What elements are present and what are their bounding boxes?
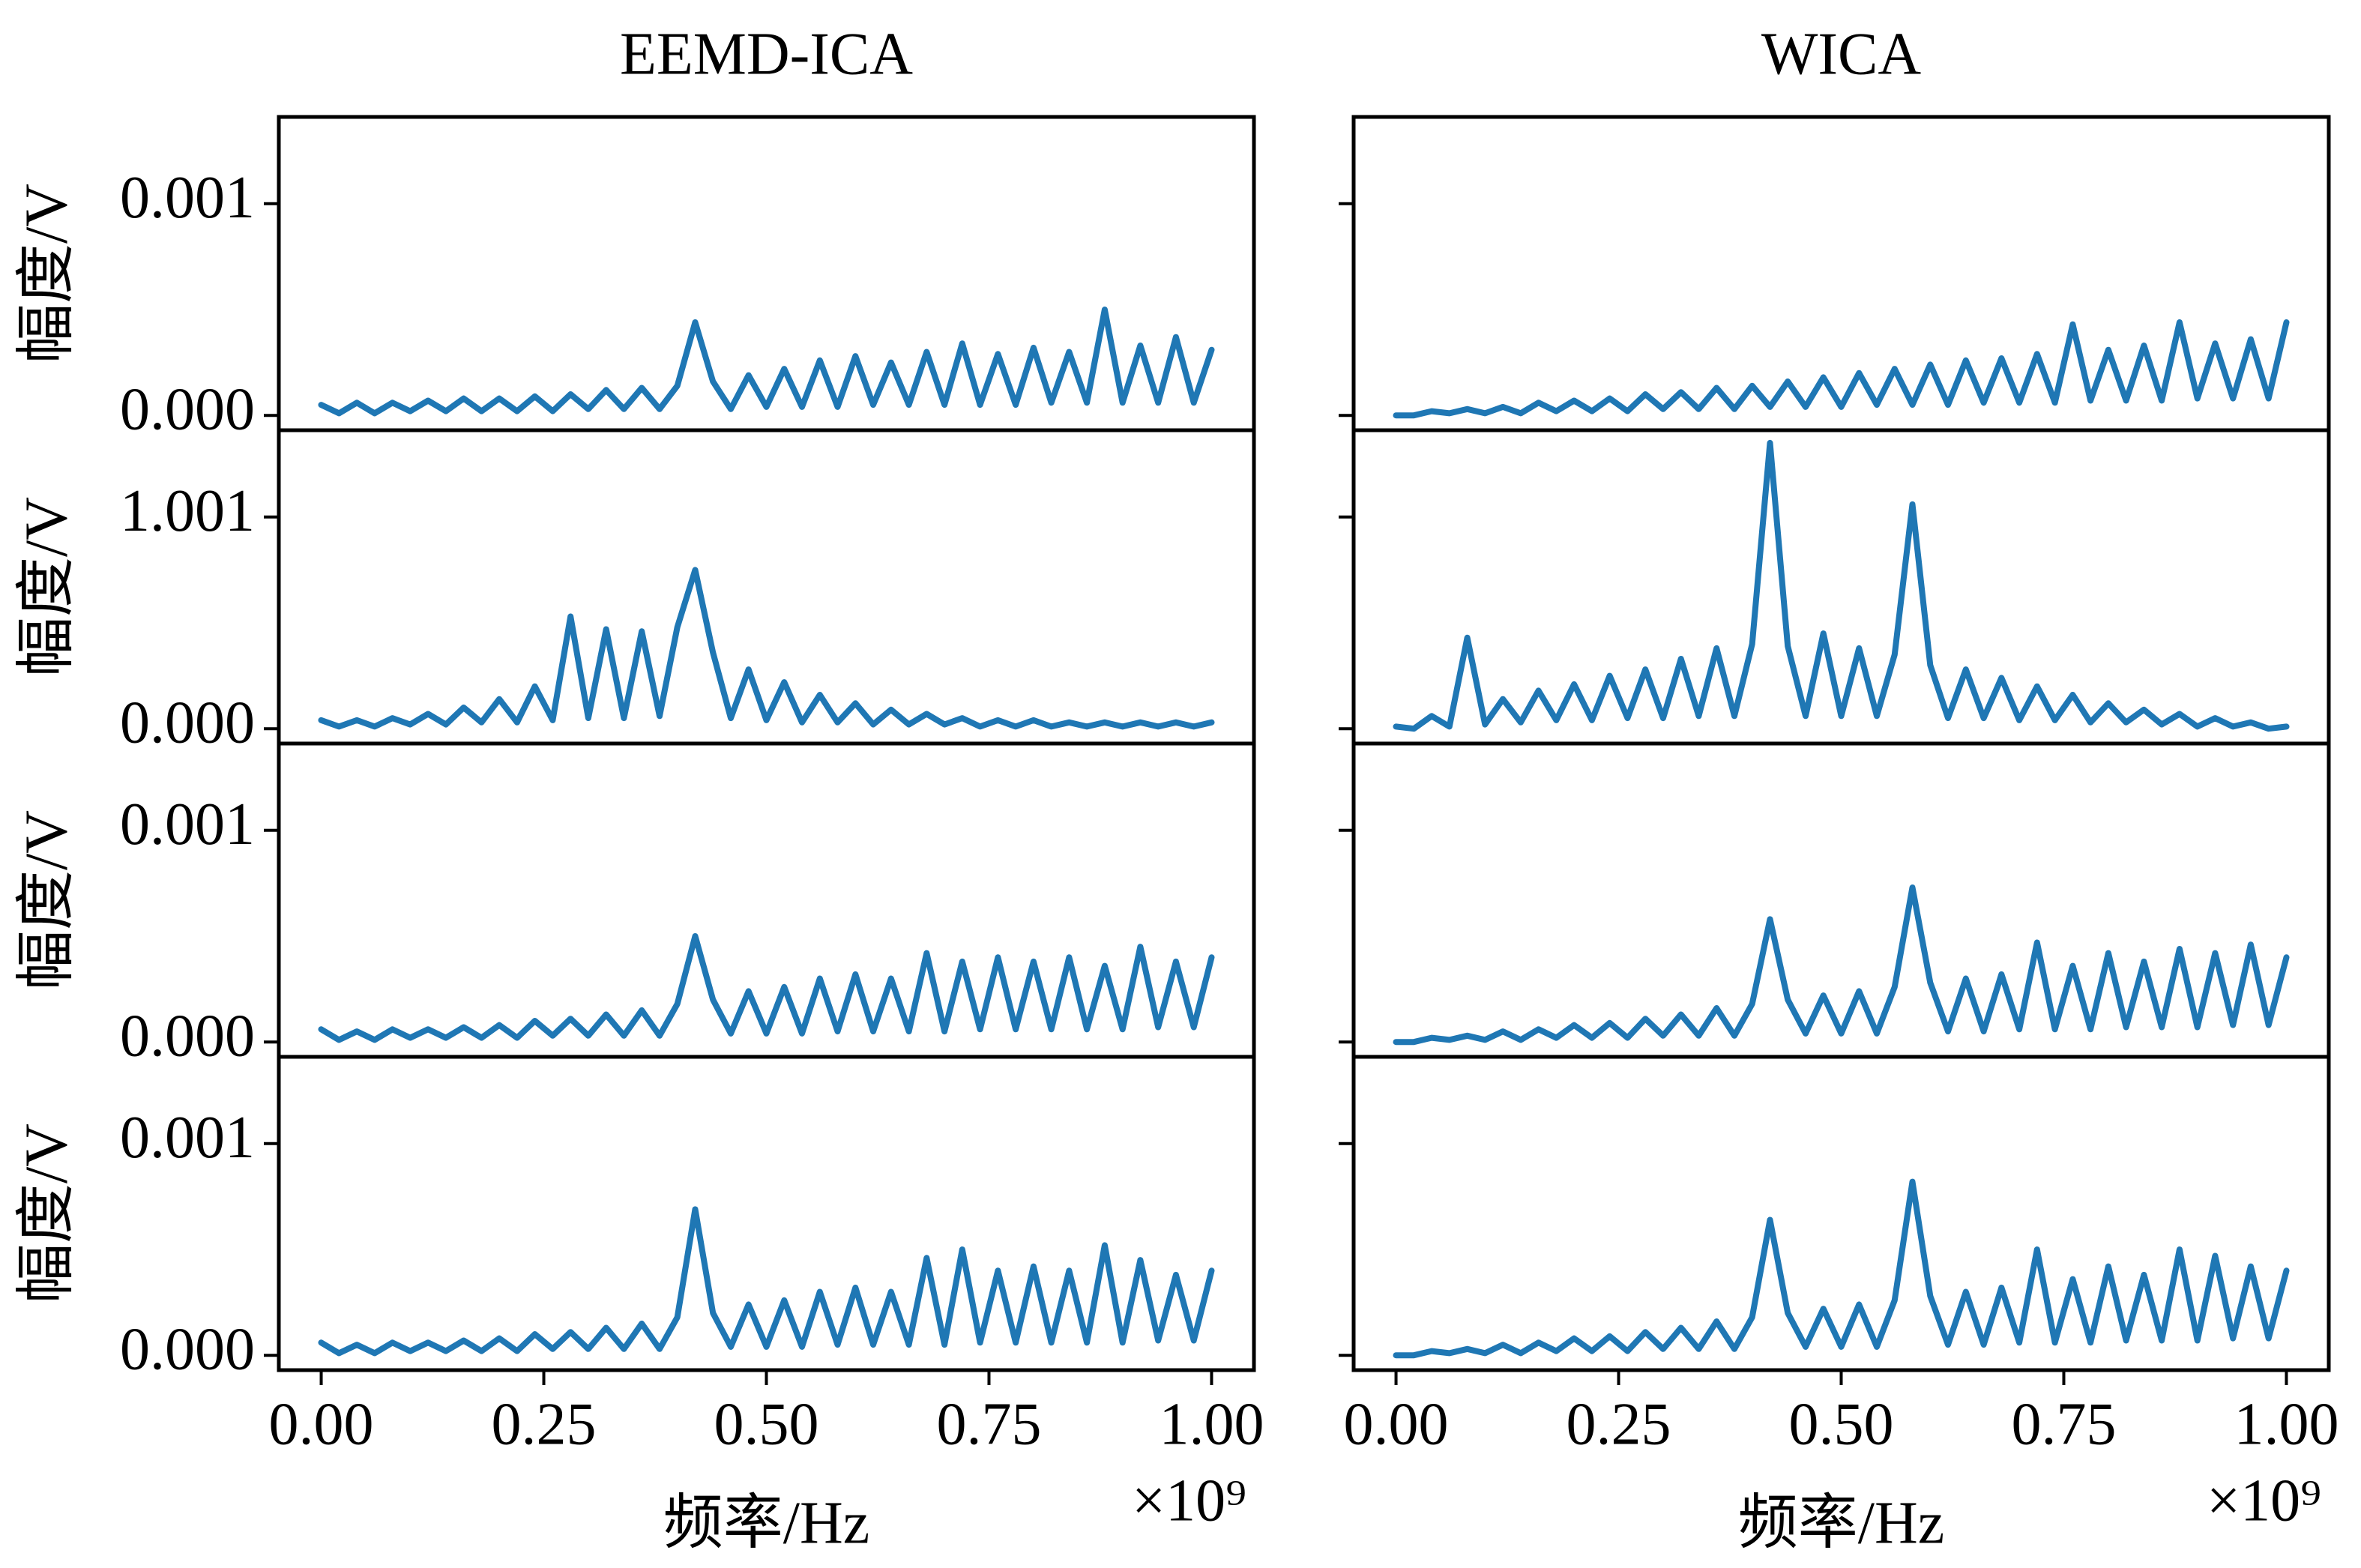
spectrum-line [318, 567, 1215, 730]
x-tick-label: 0.00 [269, 1391, 374, 1457]
x-offset-label: ×10⁹ [2207, 1468, 2321, 1534]
spectrum-line [318, 933, 1215, 1043]
spectrum-line [1393, 319, 2290, 419]
x-tick-label: 1.00 [2234, 1391, 2339, 1457]
axes-frame [1351, 428, 2331, 746]
column-title: EEMD-ICA [620, 21, 913, 87]
spectrum-line [1393, 439, 2290, 732]
y-tick-label: 0.001 [120, 1105, 255, 1171]
x-tick-label: 1.00 [1159, 1391, 1264, 1457]
axes-frame [1351, 741, 2331, 1059]
x-tick-label: 0.75 [2011, 1391, 2116, 1457]
y-axis-label: 幅度/V [13, 184, 79, 364]
spectrum-line [318, 307, 1215, 417]
spectrum-line [1393, 1178, 2290, 1359]
x-tick-label: 0.75 [936, 1391, 1041, 1457]
y-axis-label: 幅度/V [13, 497, 79, 677]
y-tick-label: 0.000 [120, 377, 255, 443]
x-tick-label: 0.50 [1789, 1391, 1894, 1457]
axes-frame [277, 741, 1256, 1059]
y-tick-label: 0.000 [120, 690, 255, 756]
y-tick-label: 0.001 [120, 165, 255, 231]
x-tick-label: 0.25 [492, 1391, 597, 1457]
x-tick-label: 0.50 [714, 1391, 819, 1457]
spectrum-line [318, 1206, 1215, 1357]
x-tick-label: 0.25 [1567, 1391, 1671, 1457]
y-tick-label: 0.001 [120, 791, 255, 857]
axes-frame [1351, 1055, 2331, 1372]
axes-frame [1351, 115, 2331, 432]
column-title: WICA [1761, 21, 1922, 87]
x-axis-label: 频率/Hz [1738, 1490, 1945, 1556]
axes-frame [277, 1055, 1256, 1372]
x-tick-label: 0.00 [1344, 1391, 1449, 1457]
y-tick-label: 1.001 [120, 478, 255, 544]
y-axis-label: 幅度/V [13, 810, 79, 990]
x-offset-label: ×10⁹ [1132, 1468, 1246, 1534]
axes-frame [277, 428, 1256, 746]
y-tick-label: 0.000 [120, 1004, 255, 1070]
y-axis-label: 幅度/V [13, 1124, 79, 1303]
y-tick-label: 0.000 [120, 1317, 255, 1383]
x-axis-label: 频率/Hz [663, 1490, 870, 1556]
axes-frame [277, 115, 1256, 432]
spectrum-line [1393, 884, 2290, 1046]
